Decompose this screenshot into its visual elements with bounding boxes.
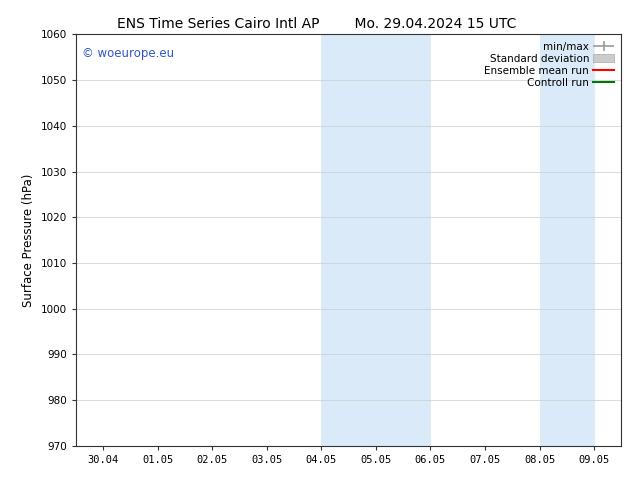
Legend: min/max, Standard deviation, Ensemble mean run, Controll run: min/max, Standard deviation, Ensemble me… — [482, 40, 616, 90]
Y-axis label: Surface Pressure (hPa): Surface Pressure (hPa) — [22, 173, 36, 307]
Text: © woeurope.eu: © woeurope.eu — [82, 47, 174, 60]
Text: ENS Time Series Cairo Intl AP        Mo. 29.04.2024 15 UTC: ENS Time Series Cairo Intl AP Mo. 29.04.… — [117, 17, 517, 31]
Bar — [540, 34, 594, 446]
Bar — [321, 34, 430, 446]
